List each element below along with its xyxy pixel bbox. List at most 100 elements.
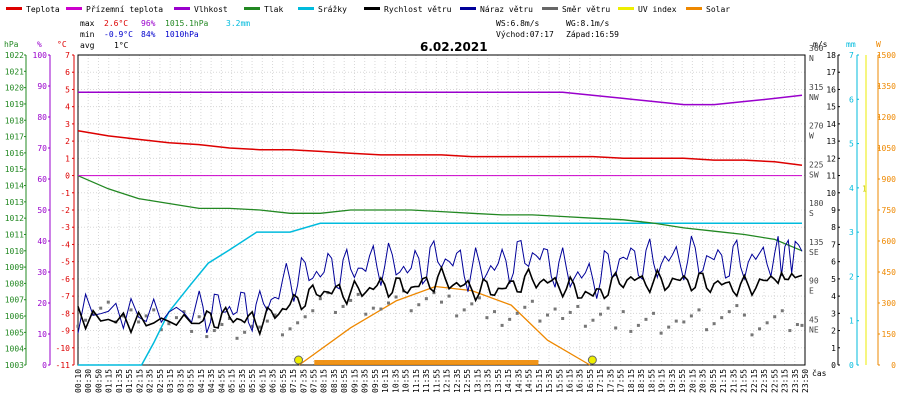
wind-dir-point <box>197 315 201 319</box>
mm-axis-tick: 5 <box>849 140 854 149</box>
dir-deg-label: 315 <box>809 83 824 92</box>
ms-axis-tick: 4 <box>831 292 836 301</box>
legend-label-2: Vlhkost <box>194 5 228 14</box>
hpa-axis-tick: 1013 <box>5 198 24 207</box>
hpa-axis-tick: 1016 <box>5 149 24 158</box>
wind-dir-point <box>667 325 671 329</box>
x-tick-label: 01:55 <box>125 369 134 393</box>
wind-dir-point <box>477 296 481 300</box>
hum-axis-tick: 40 <box>37 237 47 246</box>
x-tick-label: 18:15 <box>627 369 636 393</box>
x-tick-label: 21:15 <box>719 369 728 393</box>
x-tick-label: 00:30 <box>84 369 93 393</box>
uv-marker <box>294 355 304 365</box>
wind-dir-point <box>470 302 474 306</box>
uv-axis-tick: 1 <box>862 184 867 193</box>
mm-axis-tick: 3 <box>849 228 854 237</box>
wind-dir-point <box>265 319 269 323</box>
ms-axis-tick: 7 <box>831 240 836 249</box>
temp-axis-tick: 3 <box>65 120 70 129</box>
temp-axis-tick: -11 <box>56 361 71 370</box>
chart-title: 6.02.2021 <box>420 40 488 54</box>
wind-dir-point <box>561 317 565 320</box>
wind-dir-point <box>705 328 709 332</box>
wind-dir-point <box>182 310 186 314</box>
wind-dir-point <box>227 317 231 320</box>
mm-axis-tick: 7 <box>849 51 854 60</box>
x-tick-label: 05:35 <box>238 369 247 393</box>
w-axis-tick: 750 <box>882 206 897 215</box>
wind-dir-point <box>212 329 216 333</box>
w-axis-tick: 900 <box>882 175 897 184</box>
wind-dir-point <box>758 327 762 331</box>
legend-label-3: Tlak <box>264 5 283 14</box>
x-tick-label: 17:15 <box>596 369 605 393</box>
plot-area <box>76 91 804 366</box>
temp-axis-tick: -4 <box>60 240 70 249</box>
x-tick-label: 07:55 <box>310 369 319 393</box>
temp-axis-tick: -5 <box>60 258 70 267</box>
x-tick-label: 23:35 <box>791 369 800 393</box>
x-tick-label: 03:55 <box>187 369 196 393</box>
wind-dir-point <box>682 320 686 324</box>
wind-dir-point <box>288 327 292 331</box>
hpa-axis-tick: 1006 <box>5 312 24 321</box>
wind-dir-point <box>205 335 209 339</box>
wind-dir-point <box>424 297 428 301</box>
x-tick-label: 19:55 <box>678 369 687 393</box>
legend-swatch-2 <box>174 7 190 10</box>
dir-name-label: NE <box>809 325 819 334</box>
wind-dir-point <box>318 297 322 301</box>
stat-min-press: 1010hPa <box>165 30 199 39</box>
hpa-axis-tick: 1020 <box>5 84 24 93</box>
wind-dir-point <box>765 321 769 325</box>
x-tick-label: 02:35 <box>146 369 155 393</box>
dir-deg-label: 270 <box>809 122 824 131</box>
hum-axis-tick: 0 <box>42 361 47 370</box>
wind-dir-point <box>167 322 171 326</box>
legend-label-8: UV index <box>638 5 677 14</box>
wind-dir-point <box>568 310 572 314</box>
hum-axis-tick: 20 <box>37 299 47 308</box>
x-tick-label: 12:55 <box>463 369 472 393</box>
x-tick-label: 16:55 <box>586 369 595 393</box>
wind-dir-point <box>379 307 383 311</box>
dir-name-label: SE <box>809 248 819 257</box>
x-tick-label: 01:35 <box>115 369 124 393</box>
x-tick-label: 22:55 <box>770 369 779 393</box>
x-tick-label: 23:15 <box>781 369 790 393</box>
mm-axis-tick: 4 <box>849 184 854 193</box>
wind-dir-point <box>629 329 633 333</box>
stat-max-hum: 96% <box>141 19 156 28</box>
x-tick-label: 08:55 <box>340 369 349 393</box>
x-tick-label: 11:35 <box>422 369 431 393</box>
x-tick-label: 02:15 <box>135 369 144 393</box>
x-tick-label: 20:15 <box>688 369 697 393</box>
x-tick-label: 01:15 <box>105 369 114 393</box>
stat-min-hum: 84% <box>141 30 156 39</box>
legend: Teplota Přízemní teplota Vlhkost Tlak Srážky… <box>6 5 730 14</box>
wind-dir-point <box>174 316 178 320</box>
wind-dir-point <box>599 312 603 316</box>
stat-avg-label: avg <box>80 41 95 50</box>
hpa-axis-tick: 1007 <box>5 296 24 305</box>
wind-dir-point <box>500 323 504 327</box>
temp-axis-tick: 7 <box>65 51 70 60</box>
dir-name-label: SW <box>809 170 819 179</box>
hum-axis-tick: 80 <box>37 113 47 122</box>
unit-celsius: °C <box>57 40 67 49</box>
mm-axis-tick: 6 <box>849 95 854 104</box>
wind-dir-point <box>371 306 375 310</box>
wind-dir-point <box>614 326 618 330</box>
wind-dir-point <box>795 323 799 327</box>
ms-axis-tick: 5 <box>831 275 836 284</box>
wind-dir-point <box>576 304 580 308</box>
temp-axis-tick: 5 <box>65 85 70 94</box>
wind-dir-point <box>712 322 716 326</box>
x-tick-label: 23:50 <box>801 369 810 393</box>
hpa-axis-tick: 1010 <box>5 247 24 256</box>
hum-axis-tick: 60 <box>37 175 47 184</box>
wind-dir-point <box>508 317 512 321</box>
uv-marker <box>587 355 597 365</box>
legend-label-9: Solar <box>706 5 730 14</box>
